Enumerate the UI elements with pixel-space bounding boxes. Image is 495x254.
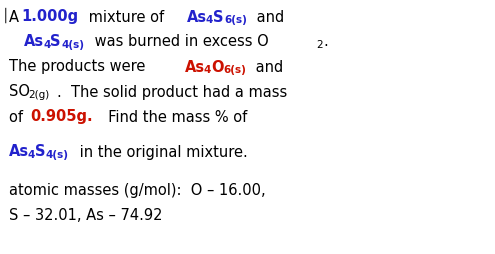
Text: As: As (24, 35, 44, 50)
Text: S: S (213, 9, 224, 24)
Text: .  The solid product had a mass: . The solid product had a mass (57, 85, 287, 100)
Text: S – 32.01, As – 74.92: S – 32.01, As – 74.92 (9, 208, 162, 223)
Text: 4(s): 4(s) (61, 40, 84, 50)
Text: As: As (187, 9, 207, 24)
Text: 6(s): 6(s) (223, 65, 246, 75)
Text: S: S (50, 35, 60, 50)
Text: 6(s): 6(s) (224, 15, 247, 25)
Text: and: and (252, 9, 284, 24)
Text: 1.000g: 1.000g (21, 9, 78, 24)
Text: │: │ (2, 7, 9, 23)
Text: in the original mixture.: in the original mixture. (75, 145, 248, 160)
Text: 4: 4 (43, 40, 50, 50)
Text: S: S (35, 145, 46, 160)
Text: mixture of: mixture of (84, 9, 169, 24)
Text: O: O (211, 59, 224, 74)
Text: Find the mass % of: Find the mass % of (99, 109, 247, 124)
Text: 4: 4 (28, 150, 35, 160)
Text: 4(s): 4(s) (46, 150, 69, 160)
Text: As: As (9, 145, 29, 160)
Text: atomic masses (g/mol):  O – 16.00,: atomic masses (g/mol): O – 16.00, (9, 183, 266, 198)
Text: of: of (9, 109, 28, 124)
Text: 4: 4 (204, 65, 211, 75)
Text: and: and (251, 59, 283, 74)
Text: .: . (323, 35, 328, 50)
Text: 2: 2 (316, 40, 323, 50)
Text: 2(g): 2(g) (28, 90, 49, 100)
Text: As: As (185, 59, 205, 74)
Text: A: A (9, 9, 19, 24)
Text: 4: 4 (206, 15, 213, 25)
Text: The products were: The products were (9, 59, 150, 74)
Text: 0.905g.: 0.905g. (30, 109, 93, 124)
Text: was burned in excess O: was burned in excess O (90, 35, 269, 50)
Text: SO: SO (9, 85, 30, 100)
